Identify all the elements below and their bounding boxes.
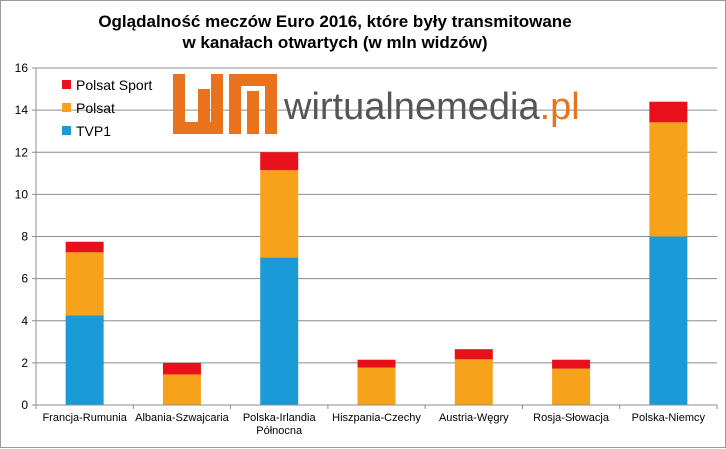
y-tick-label: 4 xyxy=(21,314,28,328)
bar-segment-polsat xyxy=(454,359,493,405)
legend-label: TVP1 xyxy=(76,123,111,139)
legend-swatch xyxy=(62,103,71,112)
bar-segment-polsat xyxy=(260,170,299,258)
bar-segment-polsat-sport xyxy=(162,362,201,375)
bar-segment-polsat xyxy=(552,368,591,405)
x-category-label: Północna xyxy=(256,425,303,437)
legend-label: Polsat xyxy=(76,100,115,116)
bar-segment-tvp1 xyxy=(649,236,688,405)
chart-title-line: w kanałach otwartych (w mln widzów) xyxy=(181,33,487,52)
y-tick-label: 12 xyxy=(15,145,29,159)
bars xyxy=(65,101,688,405)
legend-swatch xyxy=(62,126,71,135)
bar-segment-polsat-sport xyxy=(552,359,591,369)
gridlines xyxy=(36,67,717,406)
bar-segment-polsat xyxy=(65,252,104,316)
y-tick-label: 6 xyxy=(21,272,28,286)
x-category-label: Polska-Irlandia xyxy=(243,412,317,424)
x-category-label: Austria-Węgry xyxy=(439,412,509,424)
chart-title: Oglądalność meczów Euro 2016, które były… xyxy=(98,12,571,52)
y-tick-label: 16 xyxy=(15,61,29,75)
bar-segment-tvp1 xyxy=(65,315,104,405)
bar-segment-polsat xyxy=(649,122,688,237)
x-category-label: Francja-Rumunia xyxy=(42,412,127,424)
watermark-logo: wirtualnemedia .pl xyxy=(173,74,580,134)
y-axis-ticks: 0 2 4 6 8 10 12 14 16 xyxy=(15,61,36,412)
watermark-suffix: .pl xyxy=(540,86,580,128)
y-tick-label: 14 xyxy=(15,103,29,117)
legend: Polsat Sport Polsat TVP1 xyxy=(62,77,152,139)
x-category-label: Rosja-Słowacja xyxy=(533,412,610,424)
y-tick-label: 2 xyxy=(21,356,28,370)
chart-title-line: Oglądalność meczów Euro 2016, które były… xyxy=(98,12,571,31)
logo-icon xyxy=(173,74,277,134)
x-category-label: Polska-Niemcy xyxy=(632,412,706,424)
y-tick-label: 0 xyxy=(21,398,28,412)
x-category-label: Hiszpania-Czechy xyxy=(332,412,421,424)
watermark-text: wirtualnemedia xyxy=(283,86,540,128)
bar-segment-polsat-sport xyxy=(65,241,104,253)
bar-segment-polsat xyxy=(357,367,396,405)
bar-segment-polsat-sport xyxy=(454,349,493,360)
axes xyxy=(35,68,718,409)
y-tick-label: 8 xyxy=(21,230,28,244)
legend-swatch xyxy=(62,80,71,89)
bar-segment-polsat-sport xyxy=(357,359,396,368)
x-category-label: Albania-Szwajcaria xyxy=(135,412,229,424)
legend-label: Polsat Sport xyxy=(76,77,152,93)
bar-segment-tvp1 xyxy=(260,257,299,405)
bar-segment-polsat-sport xyxy=(260,152,299,171)
y-tick-label: 10 xyxy=(15,187,29,201)
bar-segment-polsat-sport xyxy=(649,101,688,123)
bar-segment-polsat xyxy=(162,374,201,405)
x-axis-labels: Francja-Rumunia Albania-Szwajcaria Polska-… xyxy=(42,412,705,437)
